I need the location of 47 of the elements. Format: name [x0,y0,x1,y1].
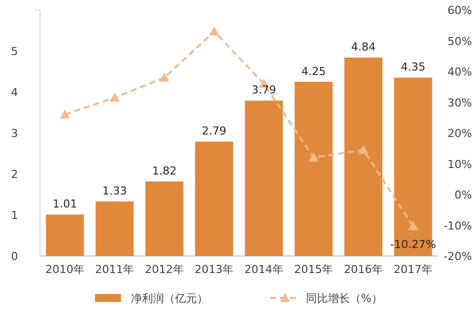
x-tick-label: 2012年 [144,263,184,276]
data-label: 4.84 [351,40,376,54]
bar [145,181,184,256]
x-tick-label: 2017年 [394,263,433,276]
point [159,72,170,82]
point [408,221,418,230]
legend-label: 净利润（亿元） [131,292,208,305]
data-label: 1.33 [102,184,127,198]
bar [46,214,84,256]
bar [96,201,134,256]
y-tick-label: 5 [11,45,18,58]
data-label: 2.79 [202,124,226,138]
point [209,26,220,36]
y2-tick-label: 60% [448,4,472,17]
x-tick-label: 2015年 [294,263,334,276]
data-label: 4.25 [301,64,326,78]
y2-tick-label: 50% [448,34,472,48]
bar [344,58,382,256]
x-tick-label: 2014年 [244,263,284,276]
x-tick-label: 2016年 [344,263,383,276]
data-label: 1.82 [152,164,177,178]
data-label: 3.79 [252,84,276,97]
y2-tick-label: -20% [444,250,472,263]
y2-tick-label: 30% [448,96,472,110]
y-tick-label: 2 [11,168,18,181]
bar [195,142,234,256]
point [60,110,70,119]
y2-tick-label: 10% [448,158,472,171]
x-tick-label: 2010年 [45,263,84,276]
y2-tick-label: 20% [448,127,472,140]
point [308,152,319,162]
point [358,144,368,154]
point [110,92,120,102]
x-tick-label: 2013年 [194,263,234,276]
legend-label: 同比增长（%） [306,292,382,305]
y-tick-label: 4 [11,86,18,99]
bar [294,82,333,256]
x-tick-label: 2011年 [95,263,134,276]
data-label: 1.01 [52,198,78,211]
y-tick-label: 1 [11,209,18,222]
data-label: 4.35 [400,60,426,74]
y2-tick-label: 0% [454,188,472,202]
y2-tick-label: -10% [444,219,472,232]
y-tick-label: 3 [11,127,18,140]
y2-tick-label: 40% [448,66,472,78]
bar [244,100,283,256]
y-tick-label: 0 [11,250,18,263]
